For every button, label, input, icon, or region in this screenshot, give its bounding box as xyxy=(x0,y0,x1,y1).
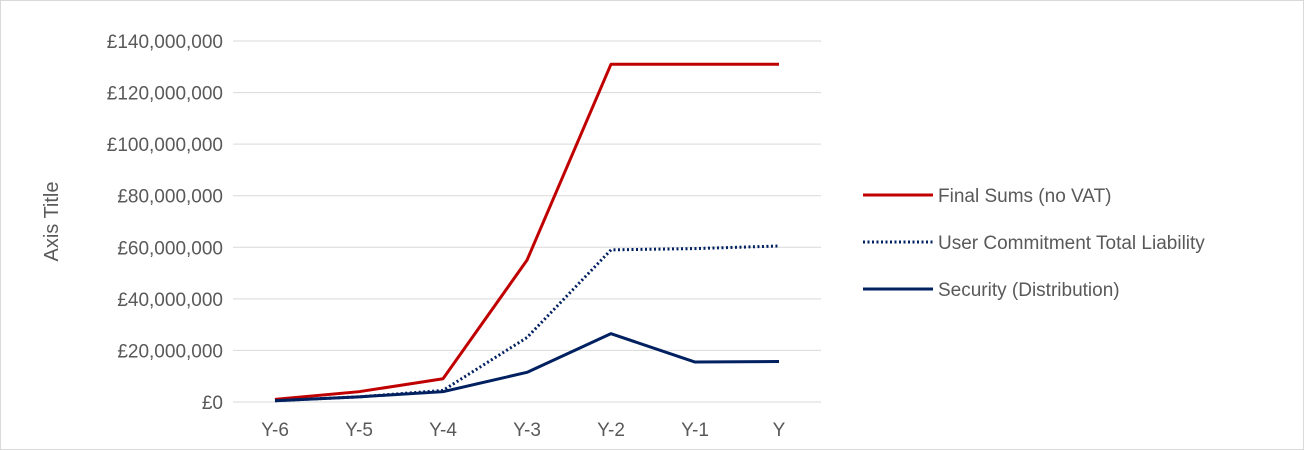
y-tick-label: £20,000,000 xyxy=(117,341,223,362)
y-tick-label: £140,000,000 xyxy=(107,32,223,53)
y-axis-title: Axis Title xyxy=(41,181,63,261)
y-tick-labels: £0 £20,000,000 £40,000,000 £60,000,000 £80,0… xyxy=(107,32,223,414)
x-tick-labels: Y-6 Y-5 Y-4 Y-3 Y-2 Y-1 Y xyxy=(261,420,786,441)
y-tick-label: £100,000,000 xyxy=(107,135,223,156)
x-tick-label: Y-6 xyxy=(261,420,289,441)
y-tick-label: £80,000,000 xyxy=(117,187,223,208)
y-tick-label: £120,000,000 xyxy=(107,84,223,105)
x-tick-label: Y xyxy=(773,420,786,441)
legend-label-3: Security (Distribution) xyxy=(938,280,1120,301)
legend: Final Sums (no VAT) User Commitment Total… xyxy=(863,186,1205,301)
x-tick-label: Y-1 xyxy=(681,420,709,441)
x-tick-label: Y-2 xyxy=(597,420,625,441)
legend-label-1: Final Sums (no VAT) xyxy=(938,186,1112,207)
series-line-1 xyxy=(274,62,779,401)
series-line-2 xyxy=(274,244,780,403)
series-lines xyxy=(274,62,780,403)
gridlines xyxy=(233,40,821,351)
series-line-3 xyxy=(274,332,780,403)
legend-label-2: User Commitment Total Liability xyxy=(938,233,1205,254)
x-tick-label: Y-4 xyxy=(429,420,457,441)
y-tick-label: £0 xyxy=(202,393,223,414)
y-tick-label: £60,000,000 xyxy=(117,238,223,259)
y-tick-label: £40,000,000 xyxy=(117,290,223,311)
x-tick-label: Y-5 xyxy=(345,420,373,441)
x-tick-label: Y-3 xyxy=(513,420,541,441)
